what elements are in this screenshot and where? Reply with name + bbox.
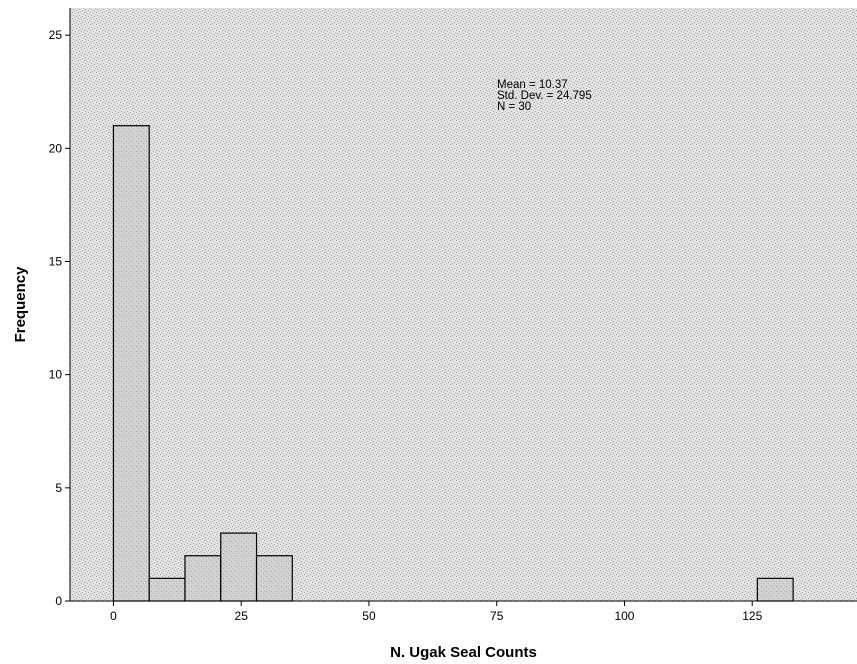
stats-line: Mean = 10.37 — [497, 79, 568, 91]
x-tick-label: 125 — [742, 609, 762, 623]
y-tick-label: 5 — [55, 481, 62, 495]
histogram-bar — [148, 577, 186, 602]
x-tick-label: 50 — [362, 609, 376, 623]
x-tick-label: 0 — [110, 609, 117, 623]
y-tick-label: 10 — [49, 368, 63, 382]
y-axis-title: Frequency — [12, 266, 29, 343]
plot-area — [70, 8, 857, 601]
histogram-bar — [756, 577, 794, 602]
histogram-bar — [255, 555, 293, 602]
axes-group: 0 5 10 15 20 25 0 25 50 75 100 125 — [49, 8, 857, 623]
x-tick-label: 100 — [614, 609, 634, 623]
y-tick-label: 20 — [49, 141, 63, 155]
y-tick-label: 0 — [55, 594, 62, 608]
y-tick-label: 25 — [49, 28, 63, 42]
stats-line: N = 30 — [497, 101, 531, 113]
histogram-bar — [184, 555, 222, 602]
x-tick-label: 75 — [490, 609, 504, 623]
x-axis-title: N. Ugak Seal Counts — [390, 644, 537, 661]
bars-group — [112, 125, 794, 602]
histogram-bar — [220, 532, 258, 602]
y-tick-label: 15 — [49, 254, 63, 268]
x-tick-label: 25 — [235, 609, 249, 623]
histogram-bar — [112, 125, 150, 602]
stats-line: Std. Dev. = 24.795 — [497, 90, 592, 102]
